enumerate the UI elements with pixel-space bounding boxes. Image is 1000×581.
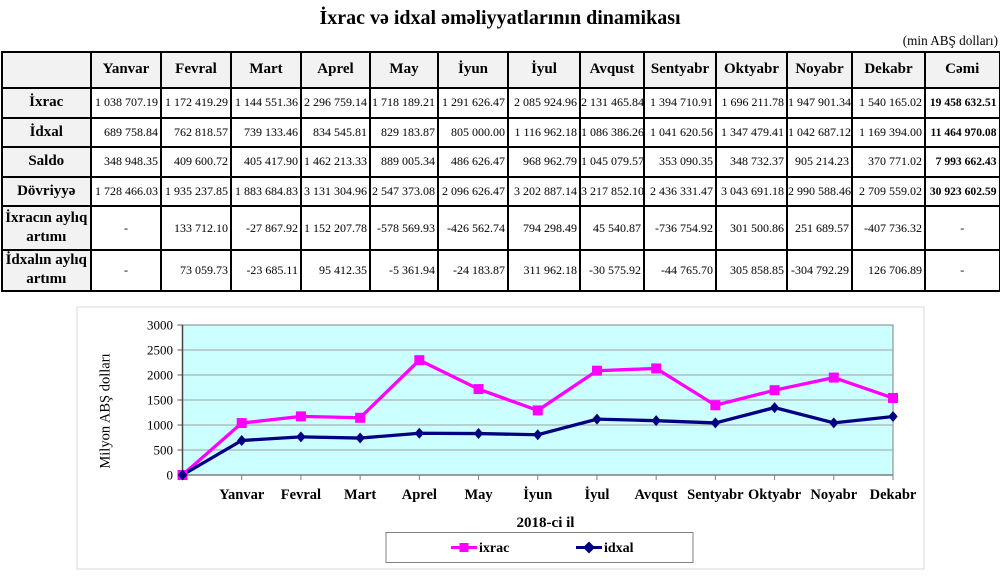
svg-text:2018-ci il: 2018-ci il [517,515,575,531]
svg-text:İyun: İyun [523,486,552,503]
svg-text:İyul: İyul [584,486,609,503]
svg-text:1500: 1500 [147,393,173,408]
svg-text:May: May [464,487,493,503]
svg-text:Oktyabr: Oktyabr [748,487,802,503]
svg-text:Milyon ABŞ dolları: Milyon ABŞ dolları [98,353,114,468]
svg-text:ixrac: ixrac [479,541,509,556]
svg-text:Noyabr: Noyabr [810,487,857,503]
svg-text:Sentyabr: Sentyabr [687,487,744,503]
svg-text:idxal: idxal [604,541,634,556]
svg-text:Fevral: Fevral [281,487,321,503]
svg-text:Yanvar: Yanvar [219,487,265,503]
svg-text:Avqust: Avqust [635,487,678,503]
svg-text:2000: 2000 [147,368,173,383]
svg-text:1000: 1000 [147,418,173,433]
svg-text:500: 500 [154,443,174,458]
svg-text:2500: 2500 [147,343,173,358]
svg-text:0: 0 [167,468,174,483]
svg-text:3000: 3000 [147,318,173,333]
svg-text:Mart: Mart [344,487,376,503]
svg-text:Dekabr: Dekabr [870,487,917,503]
svg-text:Aprel: Aprel [402,487,437,503]
